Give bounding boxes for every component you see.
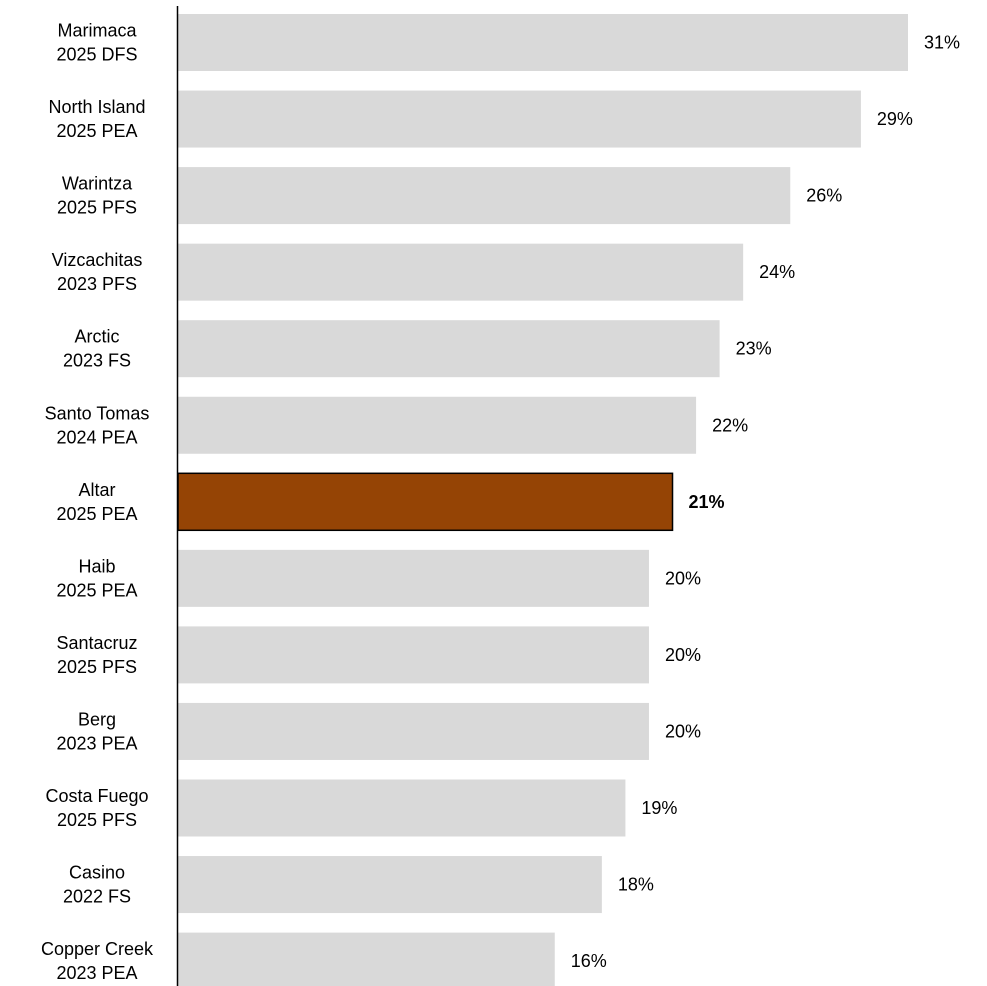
category-label: North Island 2025 PEA bbox=[48, 97, 145, 141]
bar bbox=[178, 702, 649, 760]
category-name: North Island bbox=[48, 97, 145, 117]
category-study: 2023 FS bbox=[63, 351, 131, 371]
category-name: Copper Creek bbox=[41, 939, 154, 959]
bar bbox=[178, 320, 720, 378]
category-label: Casino 2022 FS bbox=[63, 863, 131, 907]
category-label: Berg 2023 PEA bbox=[56, 709, 137, 753]
category-name: Arctic bbox=[75, 327, 120, 347]
category-study: 2025 DFS bbox=[56, 45, 137, 65]
bar-highlight bbox=[177, 472, 674, 532]
category-name: Santo Tomas bbox=[45, 403, 150, 423]
category-label: Altar 2025 PEA bbox=[56, 480, 137, 524]
value-label: 31% bbox=[924, 33, 960, 53]
category-study: 2023 PEA bbox=[56, 733, 137, 753]
bar bbox=[178, 932, 555, 986]
category-study: 2025 PFS bbox=[57, 657, 137, 677]
bar bbox=[178, 243, 744, 301]
category-label: Santacruz 2025 PFS bbox=[56, 633, 137, 677]
value-label: 20% bbox=[665, 568, 701, 588]
bar bbox=[178, 167, 791, 225]
category-name: Haib bbox=[78, 556, 115, 576]
value-label: 18% bbox=[618, 875, 654, 895]
bar bbox=[178, 90, 861, 148]
value-label: 26% bbox=[806, 186, 842, 206]
category-study: 2023 PEA bbox=[56, 963, 137, 983]
value-label: 19% bbox=[641, 798, 677, 818]
category-name: Altar bbox=[78, 480, 115, 500]
category-label: Arctic 2023 FS bbox=[63, 327, 131, 371]
category-study: 2025 PFS bbox=[57, 198, 137, 218]
category-name: Vizcachitas bbox=[52, 250, 143, 270]
category-study: 2025 PEA bbox=[56, 580, 137, 600]
category-study: 2022 FS bbox=[63, 887, 131, 907]
category-study: 2025 PFS bbox=[57, 810, 137, 830]
category-label: Warintza 2025 PFS bbox=[57, 174, 137, 218]
value-label: 29% bbox=[877, 109, 913, 129]
value-label: 20% bbox=[665, 721, 701, 741]
category-name: Warintza bbox=[62, 174, 133, 194]
value-label: 22% bbox=[712, 415, 748, 435]
category-study: 2025 PEA bbox=[56, 504, 137, 524]
category-name: Santacruz bbox=[56, 633, 137, 653]
bars-group bbox=[177, 14, 908, 986]
value-label: 20% bbox=[665, 645, 701, 665]
category-name: Berg bbox=[78, 709, 116, 729]
bar bbox=[178, 779, 626, 837]
bar bbox=[178, 626, 649, 684]
bar bbox=[178, 396, 697, 454]
category-label: Vizcachitas 2023 PFS bbox=[52, 250, 143, 294]
bar bbox=[178, 14, 908, 71]
value-label: 21% bbox=[689, 492, 725, 512]
bar bbox=[178, 856, 602, 914]
value-label: 23% bbox=[736, 339, 772, 359]
category-label: Costa Fuego 2025 PFS bbox=[45, 786, 148, 830]
category-study: 2023 PFS bbox=[57, 274, 137, 294]
category-label: Copper Creek 2023 PEA bbox=[41, 939, 154, 983]
category-labels-group: Marimaca 2025 DFS North Island 2025 PEA Wari… bbox=[41, 21, 154, 984]
category-name: Casino bbox=[69, 863, 125, 883]
bar bbox=[178, 549, 649, 607]
category-label: Haib 2025 PEA bbox=[56, 556, 137, 600]
value-label: 16% bbox=[571, 951, 607, 971]
category-study: 2025 PEA bbox=[56, 121, 137, 141]
category-label: Marimaca 2025 DFS bbox=[56, 21, 137, 65]
category-name: Marimaca bbox=[57, 21, 137, 41]
category-name: Costa Fuego bbox=[45, 786, 148, 806]
value-label: 24% bbox=[759, 262, 795, 282]
category-study: 2024 PEA bbox=[56, 427, 137, 447]
category-label: Santo Tomas 2024 PEA bbox=[45, 403, 150, 447]
value-labels-group: 31% 29% 26% 24% 23% 22% 21% 20% 20% 20% 19% 18% 16% bbox=[571, 33, 960, 972]
